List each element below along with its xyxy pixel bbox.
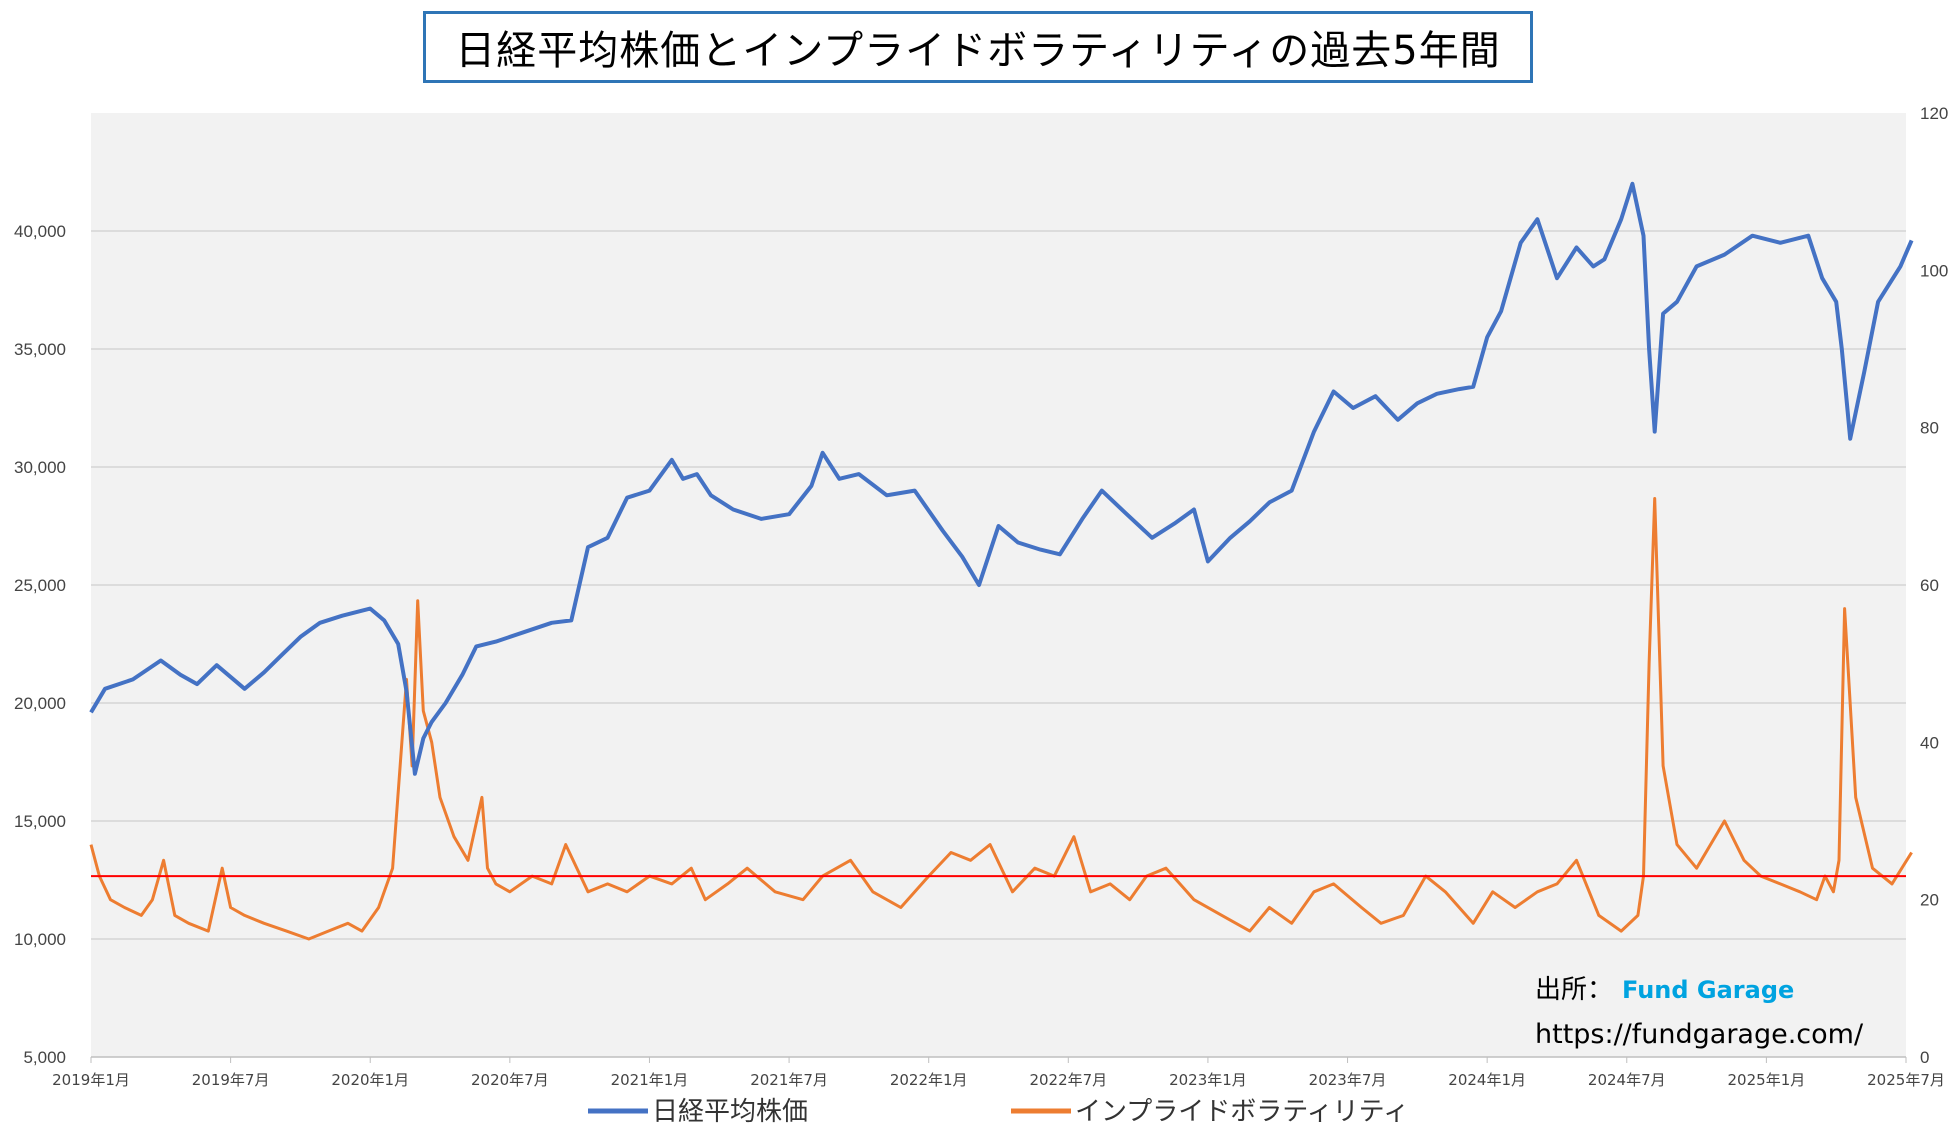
x-tick-label: 2024年7月 bbox=[1588, 1071, 1666, 1089]
x-tick-label: 2022年1月 bbox=[890, 1071, 968, 1089]
x-tick-label: 2021年7月 bbox=[750, 1071, 828, 1089]
x-tick-label: 2020年7月 bbox=[471, 1071, 549, 1089]
series-lines bbox=[89, 181, 1914, 941]
left-axis-ticks: 5,000 10,000 15,000 20,000 25,000 30,000 35,00… bbox=[14, 222, 66, 1067]
x-tick-label: 2019年7月 bbox=[192, 1071, 270, 1089]
series-line-nikkei bbox=[89, 181, 1914, 776]
right-tick-label: 80 bbox=[1920, 419, 1939, 438]
source-name: Fund Garage bbox=[1622, 976, 1794, 1004]
left-tick-label: 20,000 bbox=[14, 694, 66, 713]
left-tick-label: 25,000 bbox=[14, 576, 66, 595]
legend-label-iv: インプライドボラティリティ bbox=[1075, 1097, 1409, 1127]
right-tick-label: 40 bbox=[1920, 733, 1939, 752]
legend-label-nikkei: 日経平均株価 bbox=[652, 1097, 808, 1127]
source-url: https://fundgarage.com/ bbox=[1535, 1019, 1864, 1050]
x-tick-label: 2023年1月 bbox=[1169, 1071, 1247, 1089]
right-tick-label: 120 bbox=[1920, 104, 1948, 123]
x-tick-label: 2025年1月 bbox=[1728, 1071, 1806, 1089]
left-tick-label: 40,000 bbox=[14, 222, 66, 241]
chart-title: 日経平均株価とインプライドボラティリティの過去5年間 bbox=[455, 28, 1501, 74]
x-axis-ticks: 2019年1月 2019年7月 2020年1月 2020年7月 2021年1月 2021年… bbox=[52, 1057, 1945, 1089]
x-tick-label: 2024年1月 bbox=[1448, 1071, 1526, 1089]
legend: 日経平均株価 インプライドボラティリティ bbox=[588, 1097, 1409, 1127]
series-line-iv bbox=[89, 497, 1913, 941]
right-tick-label: 100 bbox=[1920, 261, 1948, 280]
x-tick-label: 2020年1月 bbox=[331, 1071, 409, 1089]
left-tick-label: 35,000 bbox=[14, 340, 66, 359]
x-tick-label: 2023年7月 bbox=[1309, 1071, 1387, 1089]
right-axis-ticks: 0 20 40 60 80 100 120 bbox=[1920, 104, 1948, 1067]
source-label: 出所： bbox=[1535, 975, 1613, 1005]
x-tick-label: 2021年1月 bbox=[611, 1071, 689, 1089]
right-tick-label: 60 bbox=[1920, 576, 1939, 595]
left-tick-label: 10,000 bbox=[14, 930, 66, 949]
gridlines bbox=[91, 230, 1906, 1058]
right-tick-label: 0 bbox=[1920, 1048, 1929, 1067]
x-tick-label: 2019年1月 bbox=[52, 1071, 130, 1089]
left-tick-label: 5,000 bbox=[23, 1048, 66, 1067]
left-tick-label: 30,000 bbox=[14, 458, 66, 477]
chart-title-box: 日経平均株価とインプライドボラティリティの過去5年間 bbox=[423, 11, 1533, 83]
left-tick-label: 15,000 bbox=[14, 812, 66, 831]
source-note: 出所： Fund Garage https://fundgarage.com/ bbox=[1535, 975, 1864, 1050]
right-tick-label: 20 bbox=[1920, 891, 1939, 910]
x-tick-label: 2025年7月 bbox=[1867, 1071, 1945, 1089]
x-tick-label: 2022年7月 bbox=[1029, 1071, 1107, 1089]
